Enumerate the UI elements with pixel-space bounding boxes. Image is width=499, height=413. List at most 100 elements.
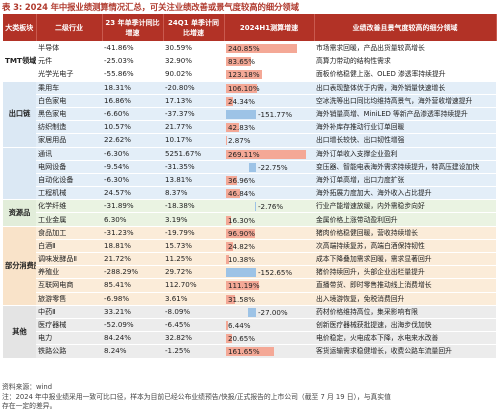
bar-fill — [226, 189, 240, 199]
industry-cell: 自动化设备 — [36, 173, 102, 188]
table-row: 黑色家电 -6.60% -37.37% -151.77% 海外销量高增、MiniLED … — [3, 107, 496, 122]
growth-24h1-cell: -22.75% — [224, 160, 314, 174]
industry-cell: 白色家电 — [36, 94, 102, 108]
industry-cell: 家居用品 — [36, 133, 102, 148]
bar-label: -151.77% — [258, 110, 293, 120]
growth-24q1-cell: 13.81% — [163, 173, 224, 188]
bar-fill — [226, 83, 258, 93]
bar-label: 2.87% — [228, 136, 251, 146]
description-cell: 变压器、智能电表海外需求持续提升，特高压建设加快 — [314, 160, 496, 174]
growth-24q1-cell: 5251.67% — [163, 147, 224, 161]
bar-fill — [249, 162, 256, 172]
table-row: 医疗器械 -52.09% -6.45% 6.44% 创新医疗器械获批提速，出海步伐加快 — [3, 318, 496, 333]
bar-label: 36.96% — [228, 175, 256, 185]
growth-24q1-cell: -6.45% — [163, 318, 224, 333]
growth-24q1-cell: 17.13% — [163, 94, 224, 108]
growth-24h1-bar: 24.82% — [226, 241, 312, 251]
growth-24q1-cell: -20.80% — [163, 81, 224, 95]
description-cell: 出口增长较快、出口韧性增强 — [314, 133, 496, 148]
growth-23h1-cell: -31.23% — [102, 226, 163, 240]
bar-label: 42.83% — [228, 123, 256, 133]
bar-fill — [226, 241, 234, 251]
growth-24q1-cell: 90.02% — [163, 67, 224, 82]
growth-23h1-cell: 22.62% — [102, 133, 163, 148]
header-industry: 二级行业 — [36, 14, 103, 42]
bar-label: 111.19% — [228, 281, 260, 291]
description-cell: 海外补库存推动行业订单回暖 — [314, 120, 496, 135]
table-header-row: 大类板块 二级行业 23 年单季计同比增速 24Q1 单季计同比增速 2024H… — [3, 14, 497, 42]
table-row: 养殖业 -288.29% 29.72% -152.65% 猪价持续回升，头部企业出栏量提… — [3, 265, 496, 280]
growth-24h1-cell: 240.85% — [224, 41, 314, 56]
table-row: 白色家电 16.86% 17.13% 24.34% 空冰洗等出口同比均维持高景气，海外营… — [3, 94, 496, 108]
growth-24h1-cell: 16.30% — [224, 212, 314, 227]
bar-fill — [226, 215, 231, 225]
description-cell: 海外拓展力度加大、海外收入占比提升 — [314, 186, 496, 201]
growth-23h1-cell: 8.24% — [102, 344, 163, 359]
table-row: 家居用品 22.62% 10.17% 2.87% 出口增长较快、出口韧性增强 — [3, 133, 496, 148]
description-cell: 海外订单高增，出口力度扩张 — [314, 173, 496, 188]
table-row: 部分消费服务食品加工-31.23%-19.79% 96.90% 猪肉价格稳健回暖，营… — [3, 226, 496, 306]
growth-24q1-cell: 21.77% — [163, 120, 224, 135]
bar-label: 269.11% — [228, 149, 260, 159]
growth-24h1-bar: -22.75% — [226, 162, 312, 172]
bar-label: 24.34% — [228, 96, 256, 106]
growth-24h1-cell: 42.83% — [224, 120, 314, 135]
description-cell: 直播带货、即时零售推动线上消费增长 — [314, 278, 496, 293]
growth-24h1-cell: -151.77% — [224, 107, 314, 122]
group-label: 出口链 — [3, 81, 36, 148]
bar-fill — [248, 307, 256, 317]
growth-24q1-cell: -31.35% — [163, 160, 224, 174]
bar-fill — [226, 281, 259, 291]
header-24q1: 24Q1 单季计同比增速 — [163, 14, 225, 42]
growth-24q1-cell: 32.82% — [163, 331, 224, 346]
description-cell: 猪价持续回升，头部企业出栏量提升 — [314, 265, 496, 280]
bar-label: 10.38% — [228, 255, 256, 265]
table-row: 出口链 乘用车 18.31% -20.80% 106.10% 出口表现整体优于内需，海外销… — [3, 81, 496, 148]
growth-23h1-cell: 18.81% — [102, 239, 163, 254]
bar-label: 46.84% — [228, 189, 256, 199]
table-row: 调味发酵品Ⅱ 21.72% 11.25% 10.38% 成本下降叠加需求回暖，需求显著回… — [3, 252, 496, 267]
header-24h1: 2024H1测算增速 — [224, 14, 315, 42]
growth-24h1-cell: 106.10% — [224, 81, 314, 95]
growth-24h1-cell: 269.11% — [224, 147, 314, 161]
group-label: 资源品 — [3, 199, 36, 227]
growth-24q1-cell: 15.73% — [163, 239, 224, 254]
bar-fill — [226, 347, 274, 357]
growth-24h1-bar: 111.19% — [226, 280, 312, 291]
growth-24h1-cell: 20.65% — [224, 331, 314, 346]
table-row: 元件 -25.03% 32.90% 83.65% 高算力带动的结构性需求 — [3, 54, 496, 69]
description-cell: 次高端持续复苏，高端白酒保持韧性 — [314, 239, 496, 254]
description-cell: 出入境游恢复，免税消费回升 — [314, 292, 496, 306]
bar-fill — [226, 268, 256, 278]
table-title: 表 3: 2024 年中报业绩测算情况汇总，可关注业绩改善或景气度较高的细分领域 — [2, 2, 299, 12]
growth-23h1-cell: 21.72% — [102, 252, 163, 267]
growth-24q1-cell: 112.70% — [163, 278, 224, 293]
industry-cell: 纺织制造 — [36, 120, 102, 135]
table-body: TMT领域 半导体 -41.86% 30.59% 240.85% 市场需求回暖，产品出货量… — [3, 41, 496, 359]
bar-fill — [226, 149, 306, 159]
growth-24h1-bar: 31.58% — [226, 294, 312, 304]
industry-cell: 半导体 — [36, 41, 102, 56]
industry-cell: 工程机械 — [36, 186, 102, 201]
industry-cell: 工业金属 — [36, 212, 102, 227]
bar-label: -22.75% — [258, 162, 288, 172]
header-group: 大类板块 — [3, 14, 37, 42]
growth-24q1-cell: 32.90% — [163, 54, 224, 69]
description-cell: 电价稳定，火电成本下降，水电来水改善 — [314, 331, 496, 346]
bar-fill — [226, 57, 251, 67]
growth-23h1-cell: -31.89% — [102, 199, 163, 214]
table-row: 工程机械 24.57% 8.37% 46.84% 海外拓展力度加大、海外收入占比提升 — [3, 186, 496, 201]
table-row: 纺织制造 10.57% 21.77% 42.83% 海外补库存推动行业订单回暖 — [3, 120, 496, 135]
source-note: 资料来源：wind 注：2024 年中报业绩采用一致可比口径，样本为目前已经公布… — [2, 383, 497, 412]
growth-23h1-cell: -6.60% — [102, 107, 163, 122]
growth-23h1-cell: -52.09% — [102, 318, 163, 333]
industry-cell: 电网设备 — [36, 160, 102, 174]
group-label: 部分消费服务 — [3, 226, 36, 306]
table-row: 铁路公路 8.24% -1.25% 161.65% 客货运输需求稳健增长，收费公路车流量… — [3, 344, 496, 359]
description-cell: 出口表现整体优于内需，海外销量快速增长 — [314, 81, 496, 95]
bar-label: -2.76% — [258, 202, 284, 212]
performance-table: 大类板块 二级行业 23 年单季计同比增速 24Q1 单季计同比增速 2024H… — [3, 14, 497, 359]
growth-24h1-bar: 96.90% — [226, 228, 312, 238]
growth-24h1-bar: -2.76% — [226, 201, 312, 212]
